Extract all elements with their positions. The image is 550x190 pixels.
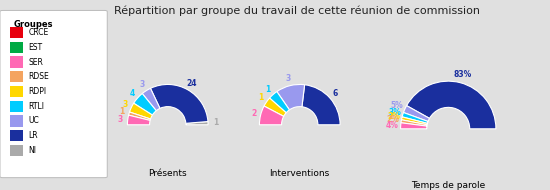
Bar	[10, 145, 23, 156]
Bar	[10, 56, 23, 68]
Wedge shape	[404, 106, 430, 121]
Text: 1: 1	[258, 93, 263, 102]
Bar	[10, 130, 23, 141]
Wedge shape	[129, 112, 151, 120]
Text: 4: 4	[129, 89, 135, 98]
Text: 1: 1	[119, 107, 125, 116]
Text: EST: EST	[29, 43, 43, 52]
Bar	[10, 115, 23, 127]
Text: LR: LR	[29, 131, 38, 140]
Text: SER: SER	[29, 58, 43, 67]
Wedge shape	[302, 85, 340, 125]
Wedge shape	[134, 93, 156, 115]
Text: 4%: 4%	[386, 121, 399, 130]
Text: 3: 3	[118, 115, 123, 124]
Wedge shape	[151, 84, 208, 123]
Text: 6: 6	[333, 89, 338, 98]
Bar	[10, 86, 23, 97]
Text: Interventions: Interventions	[270, 169, 330, 178]
Text: 3: 3	[286, 74, 291, 83]
Text: 5%: 5%	[390, 101, 404, 110]
Wedge shape	[186, 122, 208, 125]
Bar	[10, 42, 23, 53]
Wedge shape	[142, 88, 160, 111]
Wedge shape	[270, 92, 289, 113]
Text: 1: 1	[213, 118, 218, 127]
Wedge shape	[402, 117, 427, 125]
Text: UC: UC	[29, 116, 40, 125]
Wedge shape	[277, 84, 305, 110]
Wedge shape	[406, 81, 496, 129]
Text: 2%: 2%	[387, 112, 400, 121]
Text: 3: 3	[140, 80, 145, 89]
Wedge shape	[400, 123, 427, 129]
Wedge shape	[128, 115, 150, 125]
Bar	[10, 71, 23, 82]
Text: 83%: 83%	[453, 70, 471, 79]
Text: Temps de parole
(mots prononcés): Temps de parole (mots prononcés)	[409, 181, 488, 190]
Text: RTLI: RTLI	[29, 102, 45, 111]
Bar	[10, 101, 23, 112]
Wedge shape	[402, 112, 428, 124]
Wedge shape	[260, 106, 284, 125]
Text: 24: 24	[186, 79, 197, 88]
Wedge shape	[401, 120, 427, 126]
Text: 3: 3	[122, 100, 128, 109]
Text: 1: 1	[266, 85, 271, 94]
Text: 2%: 2%	[386, 116, 399, 124]
Text: CRCE: CRCE	[29, 28, 49, 37]
Text: Répartition par groupe du travail de cette réunion de commission: Répartition par groupe du travail de cet…	[114, 6, 480, 16]
Text: RDSE: RDSE	[29, 72, 50, 81]
Text: RDPI: RDPI	[29, 87, 47, 96]
Text: 2: 2	[251, 109, 256, 118]
Text: NI: NI	[29, 146, 37, 155]
Wedge shape	[264, 98, 286, 116]
Text: Groupes: Groupes	[13, 20, 53, 29]
Wedge shape	[129, 103, 152, 119]
Text: 3%: 3%	[388, 108, 401, 117]
Text: Présents: Présents	[148, 169, 187, 178]
Bar	[10, 27, 23, 38]
